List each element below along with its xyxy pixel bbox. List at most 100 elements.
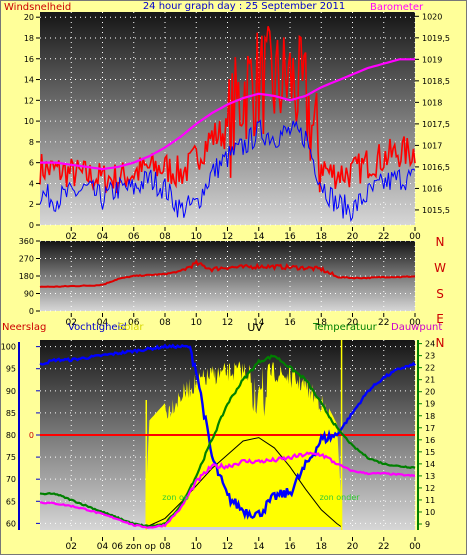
dir-y-label: 180 [19,272,34,281]
dir-x-label: 00 [409,318,421,328]
series-humidity-line [39,343,416,520]
legend-humidity: Vochtigheid [68,322,127,333]
dir-y-label: 90 [24,290,34,299]
dir-x-label: 16 [284,318,296,328]
hum-x-label: 22 [378,542,389,552]
hum-y-label: 80 [6,431,16,440]
dir-x-label: 20 [347,318,359,328]
dir-x-label: 18 [316,318,328,328]
dir-x-label: 12 [222,318,233,328]
hum-x-label: 08 [159,542,171,552]
hum-x-label: 00 [409,542,421,552]
series-wind-line [39,119,416,223]
rain-y-label: 0 [29,431,34,440]
sunrise-annotation: zon op [162,493,189,502]
temp-y-label: 18 [425,412,435,421]
dir-x-label: 14 [253,318,265,328]
temp-y-label: 12 [425,484,435,493]
hum-x-label: 14 [253,542,265,552]
dir-x-label: 22 [378,318,389,328]
series-dewpoint-line [39,451,416,529]
hum-x-label: 02 [66,542,77,552]
dir-x-label: 02 [66,318,77,328]
hum-y-label: 95 [6,365,16,374]
legend-dewpoint: Dauwpunt [391,322,442,333]
dir-x-label: 04 [97,318,109,328]
wind-x-label: 02 [66,232,77,242]
wind-x-label: 14 [253,232,265,242]
legend-rain: Neerslag [2,322,46,333]
barometer-y-label: 1016 [422,184,442,193]
hum-x-label: 16 [284,542,296,552]
wind-x-label: 10 [191,232,203,242]
hum-x-label: 12 [222,542,233,552]
temp-y-label: 10 [425,508,435,517]
chart-title: 24 hour graph day : 25 September 2011 [143,1,345,12]
hum-x-label: 10 [191,542,203,552]
wind-y-label: 14 [24,76,34,85]
hum-y-label: 70 [6,475,16,484]
compass-label: S [436,287,444,301]
dir-x-label: 06 [128,318,140,328]
hum-y-label: 85 [6,409,16,418]
series-barometer-line [40,58,415,171]
barometer-y-label: 1017 [422,141,442,150]
sunset-annotation: zon onder [320,493,361,502]
temp-y-label: 21 [425,376,435,385]
hum-x-label: 20 [347,542,359,552]
series-direction-line [39,259,416,288]
compass-label: W [434,261,446,275]
hum-y-label: 65 [6,497,16,506]
hum-y-label: 100 [1,343,16,352]
wind-x-label: 20 [347,232,359,242]
dir-y-label: 360 [19,237,34,246]
wind-x-label: 00 [409,232,421,242]
temp-y-label: 11 [425,496,435,505]
temp-y-label: 20 [425,388,435,397]
hum-y-label: 60 [6,519,16,528]
wind-x-label: 12 [222,232,233,242]
compass-label: N [436,336,445,350]
barometer-y-label: 1017,5 [422,120,450,129]
barometer-y-label: 1018,5 [422,77,450,86]
wind-y-label: 8 [29,138,34,147]
hum-x-label: 04 [97,542,109,552]
hum-y-label: 90 [6,387,16,396]
temp-y-label: 19 [425,400,435,409]
compass-label: E [436,312,444,326]
wind-x-label: 08 [159,232,171,242]
wind-x-label: 18 [316,232,328,242]
dir-x-label: 08 [159,318,171,328]
temp-y-label: 13 [425,472,435,481]
wind-y-label: 18 [24,34,34,43]
temp-y-label: 23 [425,352,435,361]
wind-y-label: 4 [29,179,34,188]
wind-x-label: 16 [284,232,296,242]
dir-y-label: 270 [19,255,34,264]
series-gust-line [39,26,416,194]
temp-y-label: 16 [425,436,435,445]
barometer-axis-title: Barometer [370,2,424,13]
wind-y-label: 2 [29,200,34,209]
legend-uv: UV [247,321,263,334]
dir-x-label: 10 [191,318,203,328]
temp-y-label: 15 [425,448,435,457]
temp-y-label: 14 [425,460,435,469]
barometer-y-label: 1019,5 [422,34,450,43]
wind-axis-title: Windsnelheid [4,2,71,13]
hum-x-label: 06 zon op [112,542,157,552]
wind-y-label: 6 [29,159,34,168]
wind-y-label: 16 [24,55,34,64]
legend-solar: Solar [118,322,144,333]
humidity-temperature-panel: 6065707580859095100091011121314151617181… [1,340,435,552]
wind-x-label: 22 [378,232,389,242]
wind-x-label: 06 [128,232,140,242]
wind-y-label: 0 [29,221,34,230]
hum-y-label: 75 [6,453,16,462]
barometer-y-label: 1015,5 [422,206,450,215]
series-temperature-line [39,354,416,528]
temp-y-label: 9 [425,520,430,529]
wind-y-label: 20 [24,13,34,22]
